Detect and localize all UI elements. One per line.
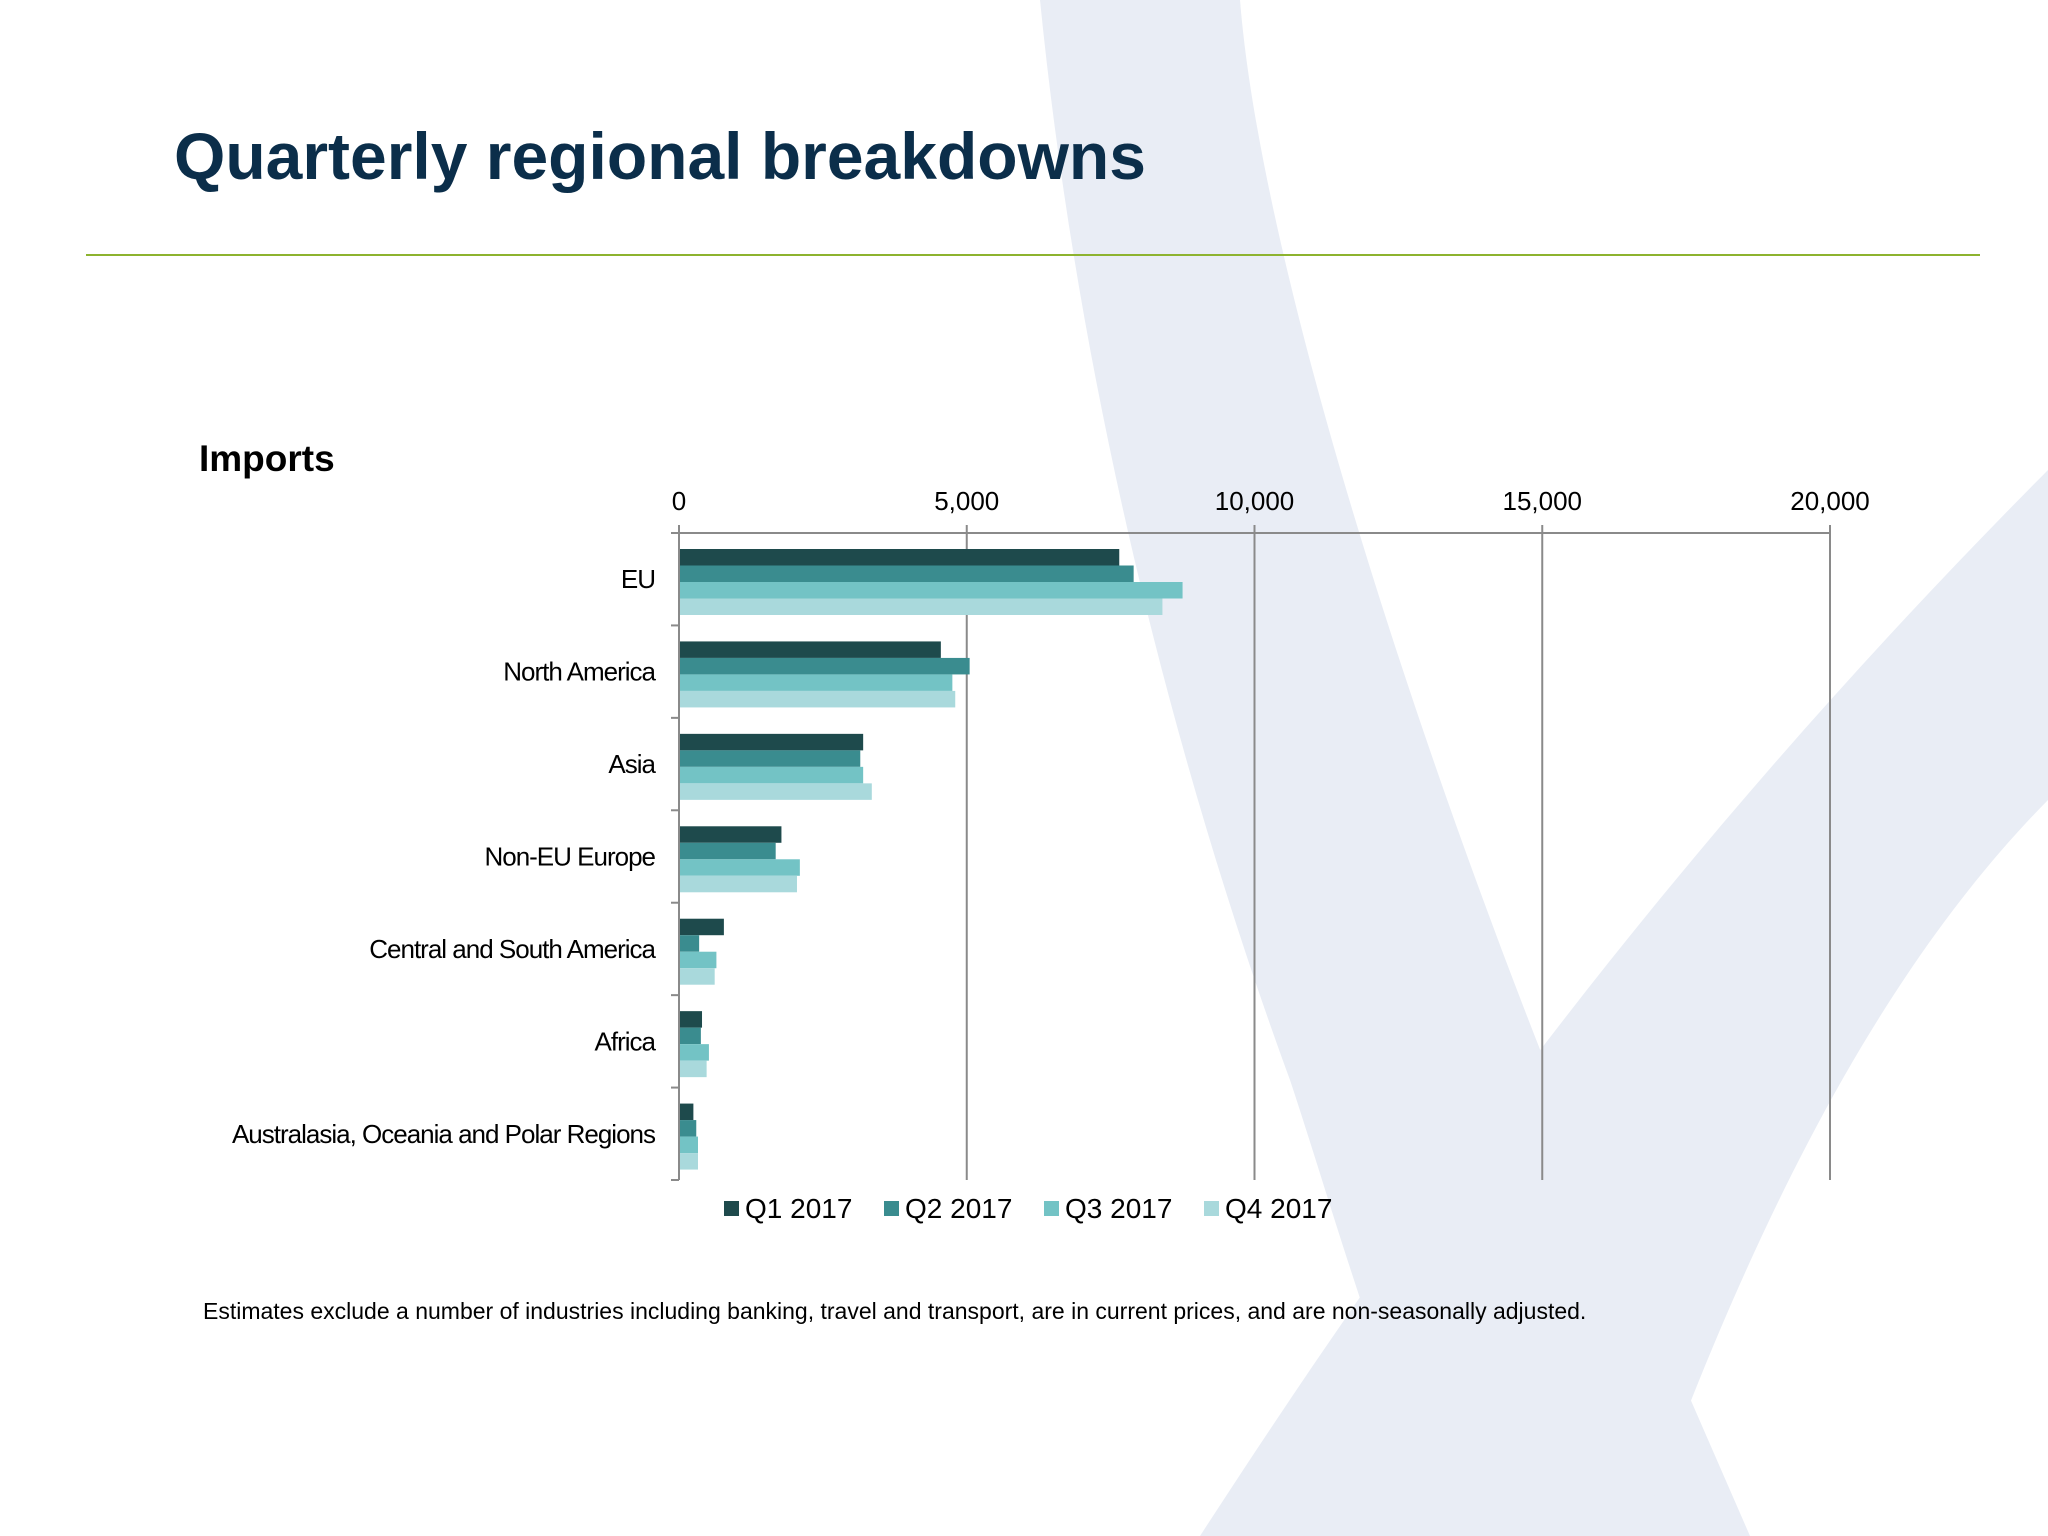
bar	[679, 826, 782, 843]
bar	[679, 859, 800, 876]
legend-label: Q1 2017	[745, 1193, 852, 1224]
bar	[679, 1136, 698, 1154]
bar	[679, 674, 953, 691]
x-tick-label: 5,000	[934, 486, 999, 516]
legend-item: Q4 2017	[1204, 1193, 1332, 1224]
bar	[679, 918, 724, 936]
chart-legend: Q1 2017 Q2 2017 Q3 2017 Q4 2017	[724, 1193, 1332, 1224]
legend-item: Q3 2017	[1044, 1193, 1172, 1224]
title-divider	[86, 254, 1980, 256]
legend-swatch	[724, 1201, 739, 1216]
x-tick-label: 20,000	[1790, 486, 1870, 516]
x-tick-label: 15,000	[1502, 486, 1582, 516]
bar	[679, 1060, 707, 1078]
bar	[679, 690, 956, 708]
bar	[679, 549, 1120, 566]
x-tick-label: 10,000	[1215, 486, 1295, 516]
bar	[679, 783, 872, 800]
bar	[679, 968, 715, 985]
bar	[679, 1103, 694, 1121]
bar	[679, 875, 797, 893]
legend-label: Q4 2017	[1225, 1193, 1332, 1224]
axes	[671, 525, 1831, 1181]
page-title: Quarterly regional breakdowns	[174, 119, 1146, 193]
bar	[679, 766, 864, 784]
bar	[679, 750, 861, 767]
category-label: Australasia, Oceania and Polar Regions	[232, 1119, 656, 1149]
bar	[679, 1027, 701, 1045]
bar	[679, 733, 864, 751]
bar	[679, 565, 1134, 582]
bar	[679, 842, 776, 860]
category-label: Asia	[608, 749, 656, 779]
category-label: EU	[621, 564, 655, 594]
watermark-shape	[1200, 470, 2048, 1536]
footnote: Estimates exclude a number of industries…	[203, 1298, 1587, 1324]
category-label: North America	[503, 657, 656, 687]
legend-item: Q2 2017	[884, 1193, 1012, 1224]
legend-swatch	[1044, 1201, 1059, 1216]
bar	[679, 951, 717, 969]
bars	[679, 549, 1183, 1170]
legend-label: Q3 2017	[1065, 1193, 1172, 1224]
labels: 0 5,000 10,000 15,000 20,000 EU North America A…	[232, 486, 1870, 1149]
bar	[679, 657, 970, 675]
bar	[679, 1044, 709, 1061]
bar	[679, 582, 1183, 599]
bar	[679, 641, 941, 658]
bar	[679, 598, 1163, 615]
bar	[679, 935, 700, 952]
category-label: Central and South America	[369, 934, 656, 964]
bar	[679, 1120, 697, 1137]
gridlines	[965, 533, 1831, 1180]
category-label: Non-EU Europe	[484, 842, 655, 872]
legend-item: Q1 2017	[724, 1193, 852, 1224]
x-tick-label: 0	[672, 486, 686, 516]
bar	[679, 1153, 698, 1170]
category-label: Africa	[595, 1026, 657, 1056]
legend-label: Q2 2017	[905, 1193, 1012, 1224]
chart-title: Imports	[199, 438, 335, 479]
legend-swatch	[1204, 1201, 1219, 1216]
legend-swatch	[884, 1201, 899, 1216]
bar	[679, 1011, 703, 1028]
